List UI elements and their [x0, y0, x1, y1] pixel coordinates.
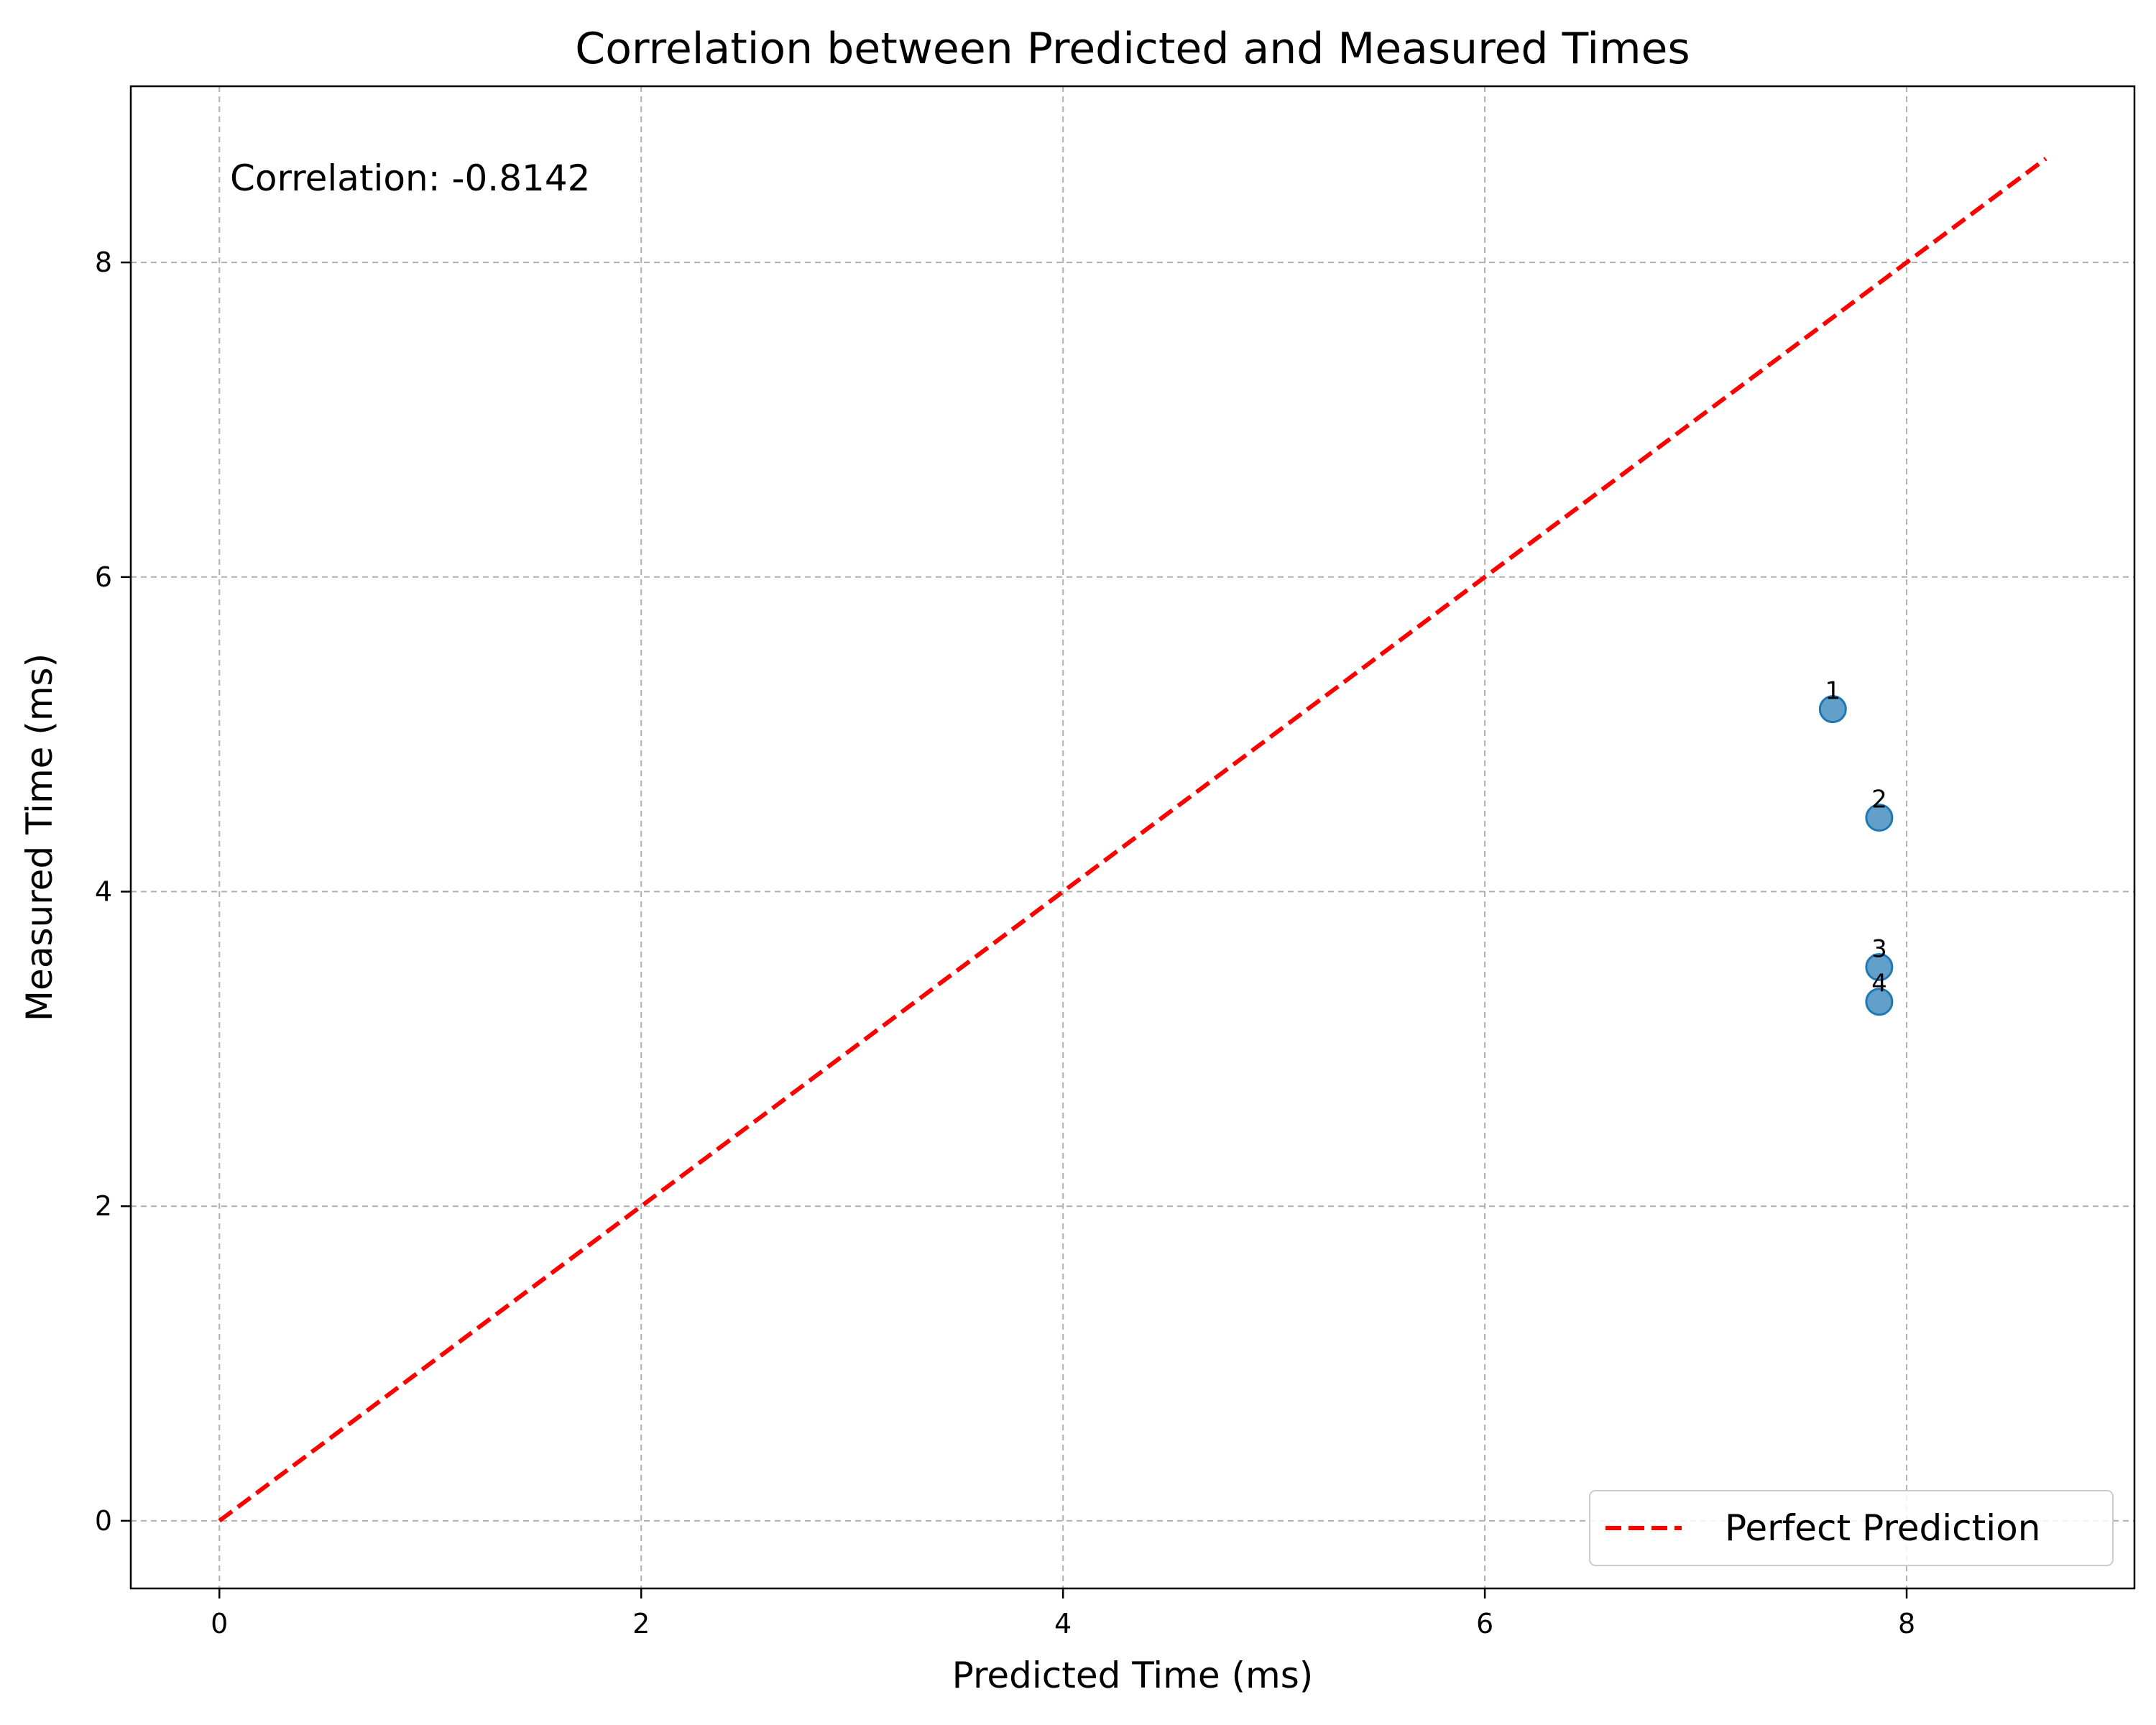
- x-tick-label: 6: [1476, 1608, 1493, 1639]
- data-points: 1 2 3 4: [1818, 677, 1894, 1016]
- reference-line-layer: [218, 157, 2047, 1523]
- legend-entry-perfect-prediction: Perfect Prediction: [1725, 1507, 2040, 1549]
- x-tick-label: 0: [211, 1608, 228, 1639]
- data-point-4: [1865, 988, 1894, 1016]
- correlation-annotation: Correlation: -0.8142: [230, 157, 590, 199]
- y-tick-label: 2: [95, 1190, 112, 1222]
- grid: [131, 86, 2134, 1588]
- perfect-prediction-line: [218, 157, 2047, 1523]
- y-tick-label: 6: [95, 561, 112, 593]
- x-axis-label: Predicted Time (ms): [952, 1655, 1314, 1696]
- axis-ticks: 0 2 4 6 8 0 2 4 6 8: [95, 247, 1915, 1639]
- y-tick-label: 8: [95, 247, 112, 278]
- x-tick-label: 2: [632, 1608, 650, 1639]
- plot-frame: [129, 85, 2136, 1590]
- x-tick-label: 8: [1898, 1608, 1915, 1639]
- data-point-label-1: 1: [1825, 677, 1841, 706]
- chart-title: Correlation between Predicted and Measur…: [575, 24, 1690, 74]
- data-point-1: [1818, 695, 1847, 724]
- y-axis-label: Measured Time (ms): [19, 653, 60, 1021]
- legend: Perfect Prediction: [1589, 1490, 2114, 1566]
- legend-box: [1589, 1490, 2114, 1566]
- data-point-2: [1865, 804, 1894, 832]
- y-tick-label: 4: [95, 876, 112, 908]
- y-tick-label: 0: [95, 1505, 112, 1537]
- data-point-label-4: 4: [1871, 970, 1887, 998]
- data-point-label-2: 2: [1871, 786, 1887, 814]
- x-tick-label: 4: [1054, 1608, 1072, 1639]
- data-point-3: [1865, 953, 1894, 982]
- data-point-label-3: 3: [1871, 935, 1887, 964]
